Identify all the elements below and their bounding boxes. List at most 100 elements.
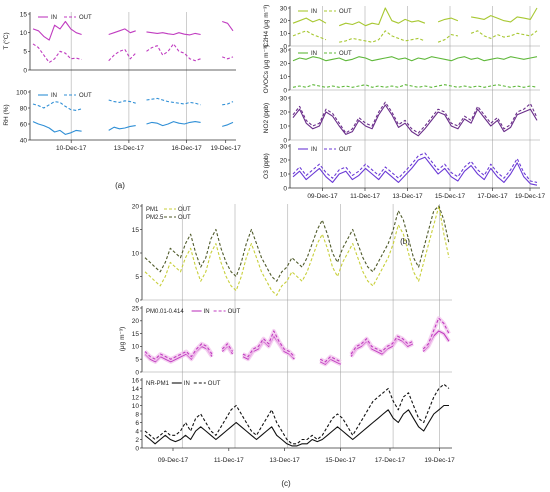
y-tick-label: 6: [135, 420, 139, 427]
x-tick-label: 16-Dec-17: [171, 145, 202, 152]
y-tick-label: 30: [280, 5, 288, 12]
y-axis-label: C2H4 (μg m⁻³): [263, 5, 270, 48]
y-tick-label: 5: [135, 357, 139, 364]
y-tick-label: 20: [132, 203, 140, 210]
x-tick-label: 10-Dec-17: [56, 145, 87, 152]
y-tick-label: 20: [280, 18, 288, 25]
y-tick-label: 10: [132, 344, 140, 351]
series-line-out: [144, 317, 450, 363]
legend-label: OUT: [178, 215, 191, 221]
chart-c: 0 5 10 15 20 PM1 OUT PM2.5 OUT 0 5 10 15 20 25 (μg m⁻³)…: [119, 203, 455, 488]
panel-c-0: 0 5 10 15 20 PM1 OUT PM2.5 OUT: [132, 203, 452, 304]
y-axis-label: OVOCs (μg m⁻³): [263, 45, 270, 94]
y-tick-label: 10: [132, 250, 140, 257]
legend-label: OUT: [178, 207, 191, 213]
y-tick-label: 10: [132, 403, 140, 410]
legend-label: NR-PM1: [146, 381, 170, 387]
panel-b-1: 0 10 20 30 OVOCs (μg m⁻³) IN OUT: [263, 45, 540, 94]
y-tick-label: 80: [20, 105, 28, 112]
series-line-in: [292, 104, 538, 137]
y-tick-label: 10: [20, 30, 28, 37]
series-line-in: [292, 156, 538, 186]
panel-b-2: 0 10 20 30 NO2 (ppb): [263, 95, 540, 144]
y-tick-label: 20: [280, 109, 288, 116]
y-tick-label: 12: [132, 394, 140, 401]
y-tick-label: 15: [132, 331, 140, 338]
legend-label: IN: [51, 15, 57, 21]
legend-label: OUT: [339, 147, 352, 153]
series-line-in: [292, 7, 538, 27]
y-tick-label: 15: [20, 11, 28, 18]
y-tick-label: 4: [135, 428, 139, 435]
y-axis-label: O3 (ppb): [263, 153, 270, 179]
y-tick-label: 0: [135, 297, 139, 304]
legend-label: OUT: [339, 51, 352, 57]
series-line-pm1: [144, 205, 450, 296]
legend-label: IN: [311, 9, 317, 15]
x-tick-label: 17-Dec-17: [375, 457, 406, 464]
y-tick-label: 20: [132, 318, 140, 325]
legend-label: IN: [311, 147, 317, 153]
x-tick-label: 09-Dec-17: [158, 457, 189, 464]
y-tick-label: 15: [132, 227, 140, 234]
y-tick-label: 40: [20, 137, 28, 144]
x-tick-label: 13-Dec-17: [114, 145, 145, 152]
series-line-out: [292, 101, 538, 134]
y-tick-label: 0: [135, 445, 139, 452]
chart-b: 0 10 20 30 C2H4 (μg m⁻³) IN OUT 0 10 20 30 OVOCs (μ…: [263, 5, 546, 246]
panel-b-3: 0 10 20 30 O3 (ppb) IN OUT: [263, 143, 540, 192]
series-line-out: [32, 97, 234, 111]
y-tick-label: 100: [16, 89, 27, 96]
legend-label: OUT: [228, 309, 241, 315]
legend-label: OUT: [79, 93, 92, 99]
y-tick-label: 10: [280, 31, 288, 38]
y-tick-label: 5: [23, 49, 27, 56]
y-axis-label: NO2 (ppb): [263, 103, 270, 133]
y-tick-label: 0: [283, 185, 287, 192]
legend-label: PM1: [146, 207, 159, 213]
series-line-pm2-5: [144, 205, 450, 282]
panel-a-1: 40 60 80 100 RH (%) IN OUT: [3, 89, 236, 144]
legend-label: IN: [184, 381, 190, 387]
series-line-out: [32, 43, 234, 64]
y-tick-label: 20: [280, 157, 288, 164]
y-tick-label: 30: [280, 95, 288, 102]
y-tick-label: 5: [135, 274, 139, 281]
panel-c-1: 0 5 10 15 20 25 (μg m⁻³) PM0.01-0.414 IN OUT: [119, 305, 452, 376]
y-tick-label: 8: [135, 411, 139, 418]
legend-label: IN: [311, 51, 317, 57]
y-tick-label: 10: [280, 74, 288, 81]
series-shade: [143, 329, 451, 367]
x-tick-label: 19-Dec-17: [515, 193, 546, 200]
y-tick-label: 25: [132, 305, 140, 312]
y-tick-label: 10: [280, 123, 288, 130]
series-line-out: [292, 152, 538, 183]
y-tick-label: 2: [135, 437, 139, 444]
panel-a-0: 0 5 10 15 T (°C) IN OUT: [2, 11, 236, 74]
y-tick-label: 60: [20, 121, 28, 128]
y-tick-label: 20: [280, 61, 288, 68]
x-tick-label: 13-Dec-17: [269, 457, 300, 464]
caption-b: (b): [400, 237, 410, 246]
y-tick-label: 0: [283, 87, 287, 94]
legend-label: IN: [204, 309, 210, 315]
x-tick-label: 19-Dec-17: [424, 457, 455, 464]
y-tick-label: 0: [283, 137, 287, 144]
legend-label: OUT: [339, 9, 352, 15]
caption-c: (c): [281, 479, 291, 488]
series-line-in: [32, 20, 234, 41]
y-tick-label: 0: [283, 43, 287, 50]
legend-label: OUT: [208, 381, 221, 387]
x-tick-label: 13-Dec-17: [392, 193, 423, 200]
y-tick-label: 30: [280, 47, 288, 54]
legend-label: OUT: [79, 15, 92, 21]
x-tick-label: 11-Dec-17: [350, 193, 380, 200]
x-tick-label: 11-Dec-17: [214, 457, 244, 464]
legend-label: PM0.01-0.414: [146, 309, 184, 315]
x-tick-label: 15-Dec-17: [325, 457, 356, 464]
series-line-in: [292, 56, 538, 62]
caption-a: (a): [115, 181, 125, 190]
legend-label: PM2.5: [146, 215, 164, 221]
y-axis-label: (μg m⁻³): [119, 327, 126, 352]
